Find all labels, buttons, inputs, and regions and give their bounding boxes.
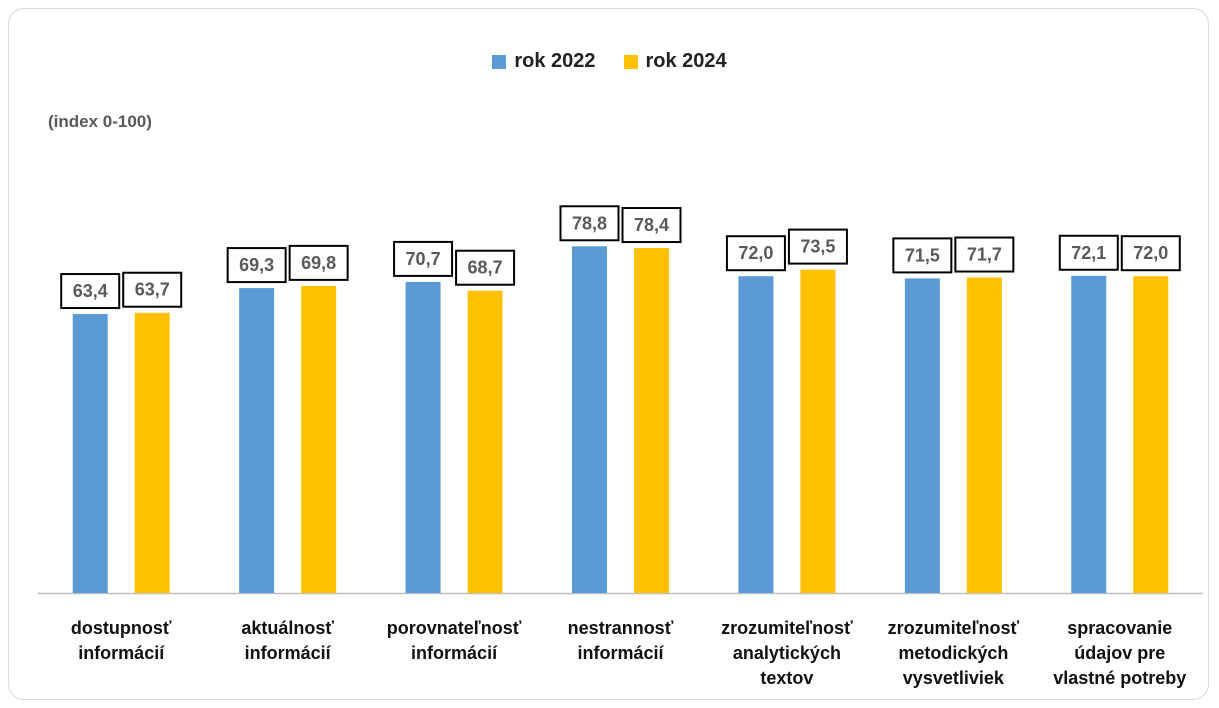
bar-2024-2 (301, 285, 337, 593)
category-label-2-line-1: aktuálnosť (241, 618, 334, 638)
category-label-2-line-2: informácií (245, 643, 332, 663)
data-label-2024-2: 69,8 (301, 253, 336, 273)
category-label-3-line-1: porovnateľnosť (387, 618, 522, 638)
bar-2024-5 (800, 269, 836, 593)
data-label-box-2024-3 (455, 249, 516, 286)
bar-2024-4 (634, 248, 669, 594)
bar-2024-7 (1133, 276, 1169, 593)
data-label-2024-5: 73,5 (800, 237, 835, 257)
data-label-2022-4: 78,8 (572, 213, 607, 233)
category-label-6-line-3: vysvetliviek (903, 668, 1005, 688)
data-label-box-2022-1 (60, 273, 121, 310)
legend-item-2022: rok 2022 (492, 50, 596, 73)
legend-label-2022: rok 2022 (514, 50, 596, 72)
bar-2022-6 (904, 278, 940, 593)
category-label-7-line-2: údajov pre (1074, 643, 1165, 663)
category-label-1-line-1: dostupnosť (71, 618, 172, 638)
legend-label-2024: rok 2024 (645, 50, 727, 72)
bar-2022-7 (1071, 275, 1107, 593)
category-label-4-line-2: informácií (577, 643, 664, 663)
bar-2022-3 (405, 281, 441, 593)
bar-2024-1 (134, 312, 170, 593)
category-label-7-line-1: spracovanie (1067, 618, 1172, 638)
category-label-5-line-3: textov (760, 668, 813, 688)
data-label-2022-1: 63,4 (73, 281, 108, 301)
data-label-2022-7: 72,1 (1071, 243, 1106, 263)
category-label-6-line-2: metodických (898, 643, 1008, 663)
category-label-5-line-1: zrozumiteľnosť (721, 618, 853, 638)
data-label-box-2022-5 (725, 235, 786, 272)
data-label-2022-5: 72,0 (738, 243, 773, 263)
bar-2022-1 (72, 314, 108, 593)
data-label-box-2022-4 (559, 205, 620, 242)
bar-2022-4 (572, 246, 607, 593)
category-label-5-line-2: analytických (733, 643, 841, 663)
legend-swatch-2024 (623, 54, 638, 69)
data-label-2022-3: 70,7 (406, 249, 441, 269)
data-label-box-2024-7 (1120, 235, 1181, 272)
data-label-2024-1: 63,7 (135, 280, 170, 300)
data-label-2022-6: 71,5 (905, 245, 940, 265)
legend: rok 2022 rok 2024 (0, 50, 1219, 73)
data-label-box-2024-2 (288, 244, 349, 281)
data-label-2024-6: 71,7 (967, 245, 1002, 265)
data-label-box-2024-5 (787, 228, 848, 265)
category-label-6-line-1: zrozumiteľnosť (888, 618, 1020, 638)
category-label-4-line-1: nestrannosť (568, 618, 674, 638)
data-label-2024-7: 72,0 (1133, 243, 1168, 263)
category-label-7-line-3: vlastné potreby (1053, 668, 1186, 688)
bar-2022-5 (738, 276, 774, 593)
data-label-box-2022-3 (393, 240, 454, 277)
data-label-box-2022-2 (226, 247, 287, 284)
data-label-box-2024-1 (122, 271, 183, 308)
data-label-box-2022-6 (892, 237, 953, 274)
legend-swatch-2022 (492, 54, 507, 69)
category-label-3-line-2: informácií (411, 643, 498, 663)
bar-2024-6 (966, 277, 1002, 593)
bar-2022-2 (239, 288, 275, 593)
legend-item-2024: rok 2024 (623, 50, 727, 73)
category-label-1-line-2: informácií (78, 643, 165, 663)
data-label-2024-4: 78,4 (634, 215, 669, 235)
data-label-box-2024-4 (621, 207, 682, 244)
chart-frame (8, 8, 1209, 700)
data-label-2024-3: 68,7 (468, 258, 503, 278)
y-unit-label: (index 0-100) (48, 112, 152, 131)
bar-2024-3 (467, 290, 503, 593)
data-label-box-2024-6 (954, 236, 1015, 273)
data-label-2022-2: 69,3 (239, 255, 274, 275)
data-label-box-2022-7 (1058, 234, 1119, 271)
